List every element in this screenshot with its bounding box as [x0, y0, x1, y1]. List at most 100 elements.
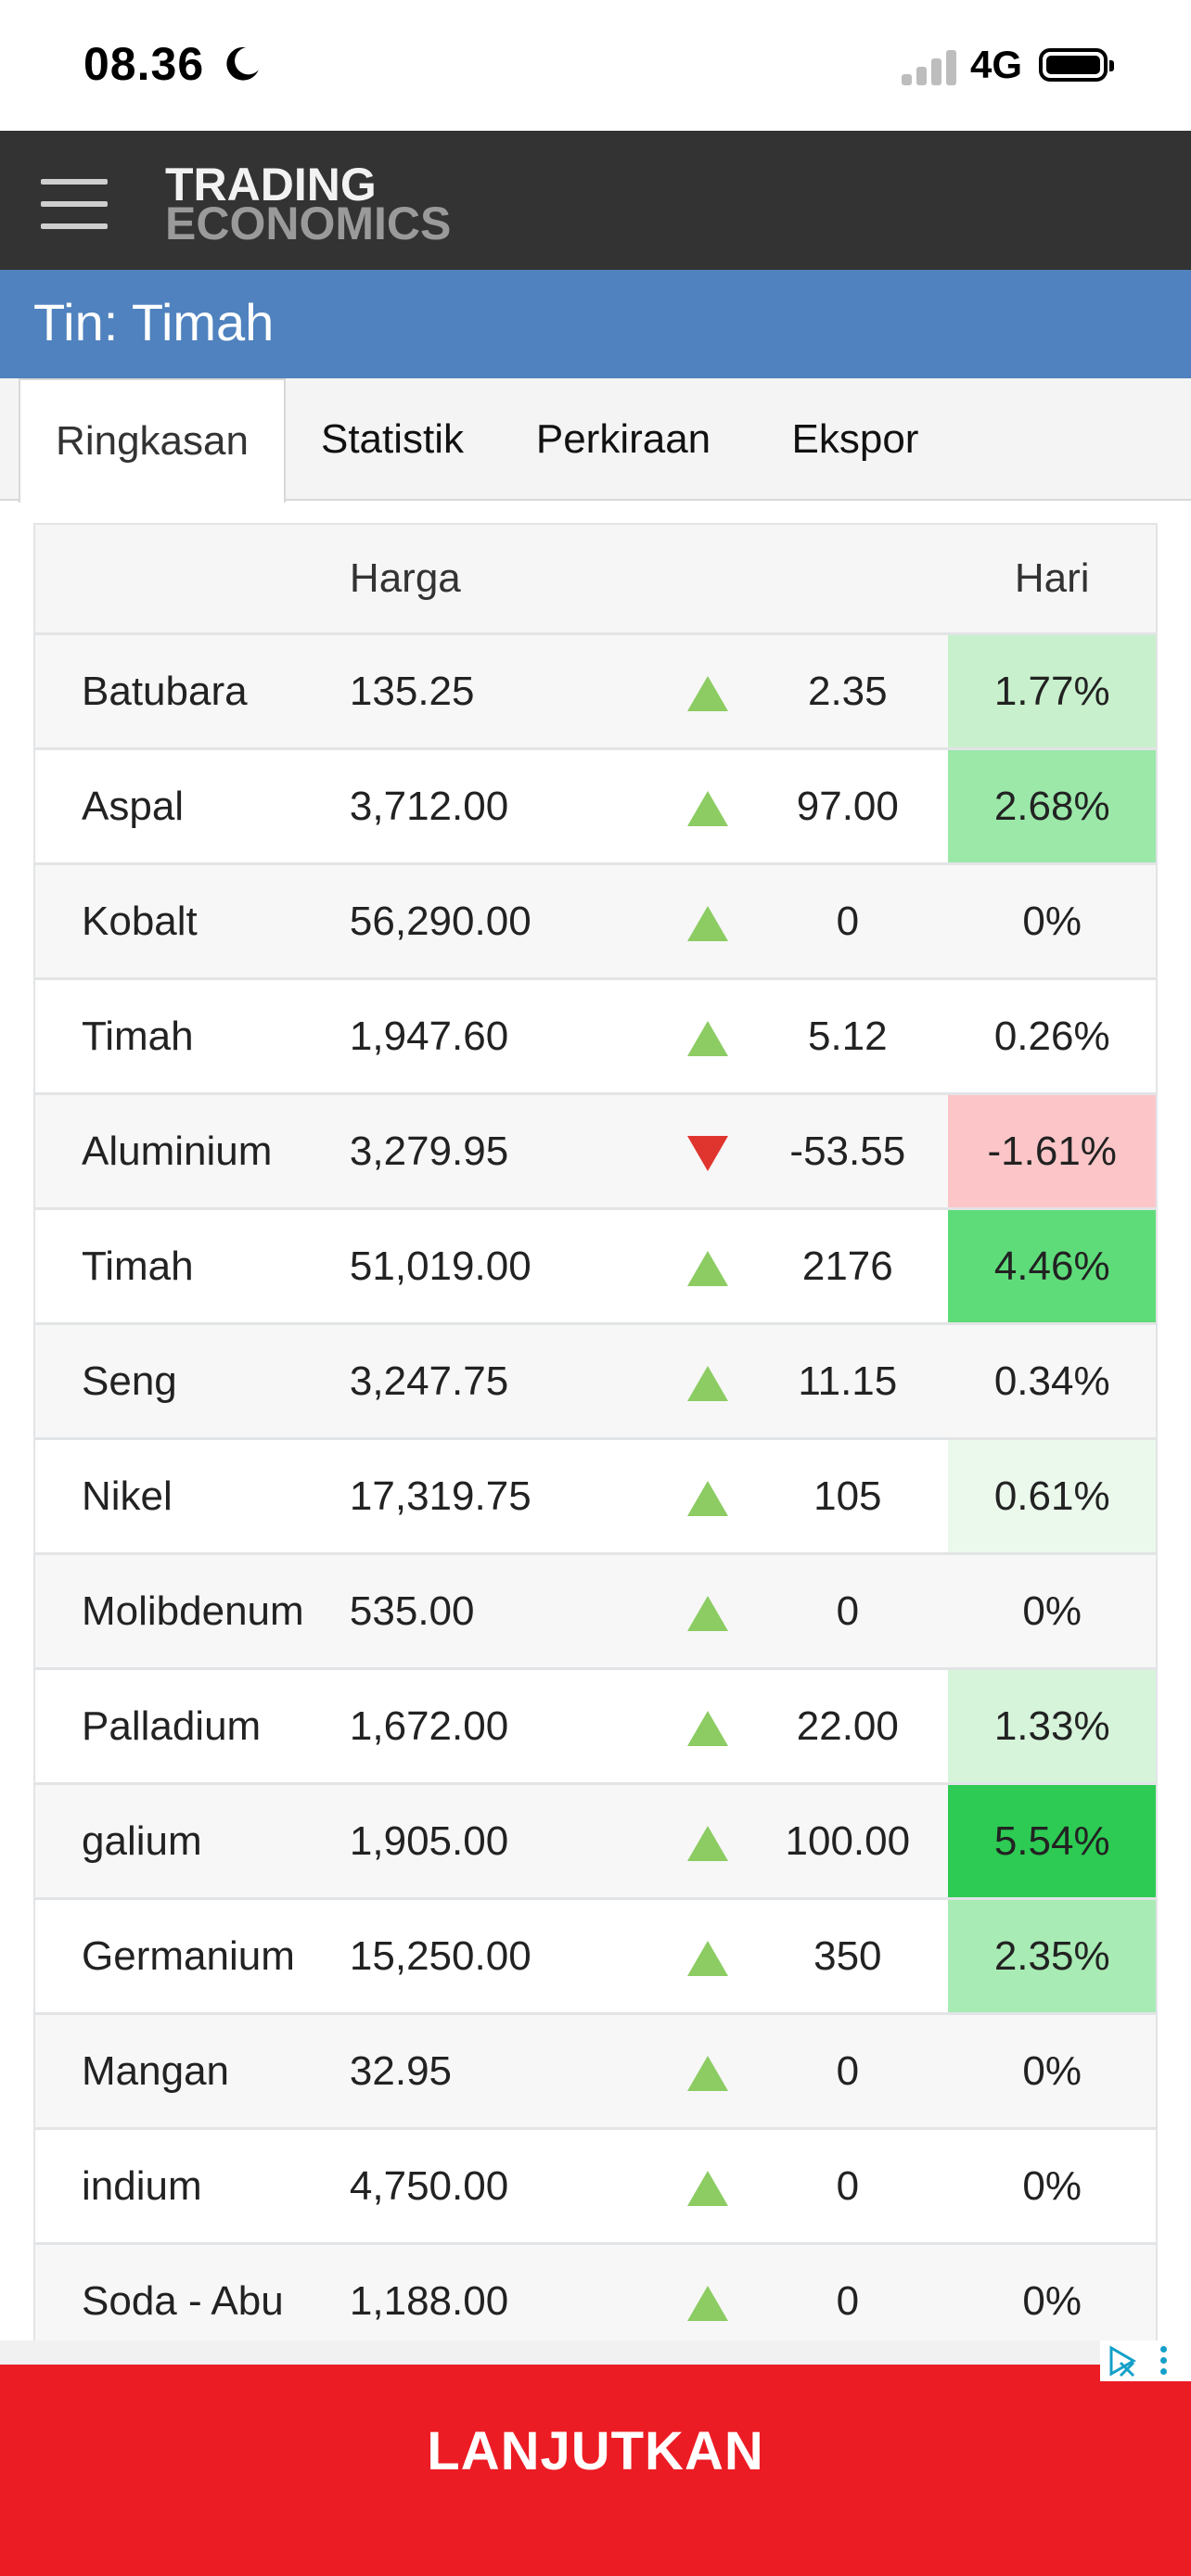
commodity-day-percent: 0%: [948, 2013, 1157, 2129]
ad-banner: LANJUTKAN: [0, 2340, 1191, 2576]
tab-ekspor[interactable]: Ekspor: [791, 416, 919, 462]
header-arrow: [667, 524, 748, 634]
commodity-price: 135.25: [349, 633, 668, 749]
arrow-up-icon: [686, 1940, 728, 1976]
arrow-up-icon: [686, 1595, 728, 1631]
header-change: [747, 524, 949, 634]
commodity-day-percent: 2.35%: [948, 1898, 1157, 2014]
table-row[interactable]: galium 1,905.00 100.00 5.54%: [34, 1783, 1157, 1899]
commodity-day-percent: 5.54%: [948, 1783, 1157, 1899]
arrow-up-icon: [686, 1480, 728, 1516]
commodity-change: 11.15: [747, 1323, 949, 1439]
commodity-name[interactable]: Batubara: [34, 633, 350, 749]
header-name: [34, 524, 350, 634]
commodity-day-percent: 0%: [948, 2243, 1157, 2357]
table-row[interactable]: Nikel 17,319.75 105 0.61%: [34, 1438, 1157, 1554]
table-row[interactable]: Batubara 135.25 2.35 1.77%: [34, 633, 1157, 749]
table-row[interactable]: Aluminium 3,279.95 -53.55 -1.61%: [34, 1093, 1157, 1209]
table-row[interactable]: Molibdenum 535.00 0 0%: [34, 1553, 1157, 1669]
table-row[interactable]: Kobalt 56,290.00 0 0%: [34, 863, 1157, 979]
commodity-change: 2176: [747, 1208, 949, 1324]
commodity-name[interactable]: indium: [34, 2128, 350, 2244]
commodity-day-percent: 1.77%: [948, 633, 1157, 749]
more-vertical-icon[interactable]: [1156, 2344, 1171, 2378]
commodity-change: 0: [747, 1553, 949, 1669]
logo-line-2: ECONOMICS: [165, 198, 452, 249]
arrow-up-icon: [686, 675, 728, 711]
commodity-change: 0: [747, 2243, 949, 2357]
commodity-price: 4,750.00: [349, 2128, 668, 2244]
tab-statistik[interactable]: Statistik: [320, 416, 465, 462]
tab-perkiraan[interactable]: Perkiraan: [535, 416, 711, 462]
moon-icon: [226, 46, 259, 81]
table-row[interactable]: indium 4,750.00 0 0%: [34, 2128, 1157, 2244]
table-row[interactable]: Palladium 1,672.00 22.00 1.33%: [34, 1668, 1157, 1784]
hamburger-menu-icon[interactable]: [41, 179, 108, 229]
commodity-day-percent: -1.61%: [948, 1093, 1157, 1209]
ad-controls: [1100, 2340, 1191, 2381]
commodity-change: 2.35: [747, 633, 949, 749]
commodity-day-percent: 4.46%: [948, 1208, 1157, 1324]
commodity-change: 97.00: [747, 748, 949, 864]
table-row[interactable]: Germanium 15,250.00 350 2.35%: [34, 1898, 1157, 2014]
commodity-price: 3,279.95: [349, 1093, 668, 1209]
commodity-change: 0: [747, 2128, 949, 2244]
table-row[interactable]: Seng 3,247.75 11.15 0.34%: [34, 1323, 1157, 1439]
arrow-up-icon: [686, 1365, 728, 1401]
commodity-name[interactable]: Seng: [34, 1323, 350, 1439]
commodity-change: 22.00: [747, 1668, 949, 1784]
arrow-up-icon: [686, 905, 728, 941]
arrow-up-icon: [686, 2055, 728, 2091]
table-header-row: Harga Hari: [34, 524, 1157, 634]
commodity-name[interactable]: Molibdenum: [34, 1553, 350, 1669]
commodity-name[interactable]: Aspal: [34, 748, 350, 864]
commodity-change: 100.00: [747, 1783, 949, 1899]
commodity-name[interactable]: Timah: [34, 978, 350, 1094]
commodity-price: 3,247.75: [349, 1323, 668, 1439]
table-row[interactable]: Soda - Abu 1,188.00 0 0%: [34, 2243, 1157, 2357]
arrow-up-icon: [686, 1250, 728, 1286]
commodity-name[interactable]: galium: [34, 1783, 350, 1899]
commodity-name[interactable]: Palladium: [34, 1668, 350, 1784]
page-title: Tin: Timah: [33, 293, 275, 351]
status-bar: 08.36 4G: [0, 0, 1191, 131]
commodity-price: 51,019.00: [349, 1208, 668, 1324]
title-bar: Tin: Timah: [0, 270, 1191, 378]
commodity-price: 1,905.00: [349, 1783, 668, 1899]
commodity-day-percent: 0.26%: [948, 978, 1157, 1094]
table-row[interactable]: Timah 1,947.60 5.12 0.26%: [34, 978, 1157, 1094]
commodity-change: 105: [747, 1438, 949, 1554]
table-row[interactable]: Mangan 32.95 0 0%: [34, 2013, 1157, 2129]
tab-ringkasan[interactable]: Ringkasan: [19, 378, 286, 503]
arrow-down-icon: [686, 1135, 728, 1171]
commodity-name[interactable]: Nikel: [34, 1438, 350, 1554]
table-row[interactable]: Timah 51,019.00 2176 4.46%: [34, 1208, 1157, 1324]
commodity-price: 535.00: [349, 1553, 668, 1669]
commodity-day-percent: 0.34%: [948, 1323, 1157, 1439]
arrow-up-icon: [686, 790, 728, 826]
commodity-name[interactable]: Germanium: [34, 1898, 350, 2014]
cellular-signal-icon: [902, 48, 959, 85]
commodity-name[interactable]: Timah: [34, 1208, 350, 1324]
commodity-price: 15,250.00: [349, 1898, 668, 2014]
arrow-up-icon: [686, 2285, 728, 2321]
commodity-name[interactable]: Soda - Abu: [34, 2243, 350, 2357]
commodity-price: 1,188.00: [349, 2243, 668, 2357]
commodity-change: 5.12: [747, 978, 949, 1094]
commodity-table: Harga Hari Batubara 135.25 2.35 1.77% Aspal 3…: [33, 523, 1158, 2357]
arrow-up-icon: [686, 1020, 728, 1056]
lanjutkan-button[interactable]: LANJUTKAN: [427, 2421, 764, 2481]
site-logo[interactable]: TRADING ECONOMICS: [165, 161, 452, 249]
ad-choices-icon[interactable]: [1106, 2344, 1139, 2378]
table-row[interactable]: Aspal 3,712.00 97.00 2.68%: [34, 748, 1157, 864]
commodity-name[interactable]: Aluminium: [34, 1093, 350, 1209]
commodity-change: 0: [747, 2013, 949, 2129]
commodity-change: -53.55: [747, 1093, 949, 1209]
commodity-price: 1,947.60: [349, 978, 668, 1094]
commodity-price: 3,712.00: [349, 748, 668, 864]
site-header: TRADING ECONOMICS: [0, 131, 1191, 270]
commodity-name[interactable]: Mangan: [34, 2013, 350, 2129]
tab-bar: Ringkasan Statistik Perkiraan Ekspor: [0, 378, 1191, 503]
commodity-name[interactable]: Kobalt: [34, 863, 350, 979]
header-day-percent: Hari: [948, 524, 1157, 634]
